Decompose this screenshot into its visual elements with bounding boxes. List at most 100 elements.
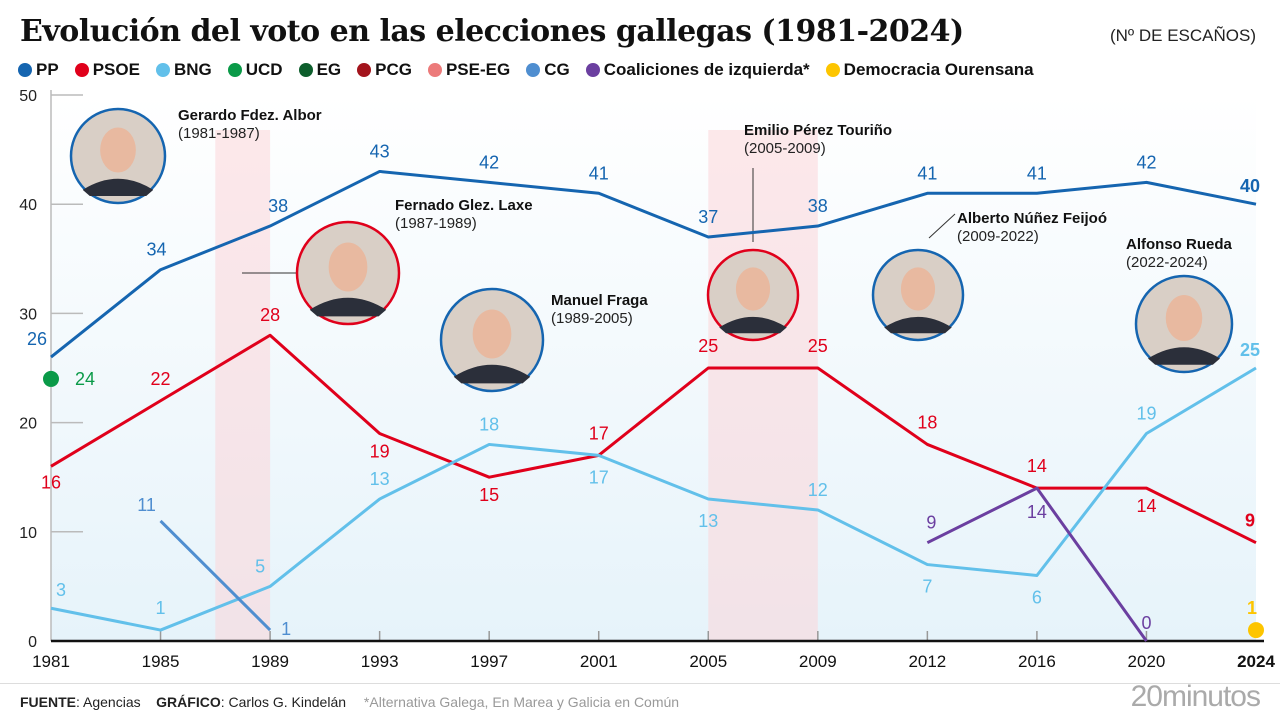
data-label: 24 bbox=[75, 369, 95, 389]
leader-photos: Gerardo Fdez. Albor(1981-1987) Fernado Gl… bbox=[69, 107, 1234, 393]
legend-label: UCD bbox=[245, 60, 283, 79]
source-label: FUENTE bbox=[20, 694, 76, 710]
y-tick-label: 30 bbox=[19, 306, 37, 323]
x-tick-label: 1989 bbox=[251, 652, 289, 671]
y-tick-label: 40 bbox=[19, 197, 37, 214]
series-cg: 111 bbox=[137, 495, 291, 639]
series-psoe: 16 22 28 19 15 17 25 25 18 14 14 9 bbox=[41, 305, 1257, 545]
legend-label: CG bbox=[544, 60, 570, 79]
data-label: 1 bbox=[1247, 598, 1257, 618]
legend-item-ucd: UCD bbox=[227, 60, 283, 80]
data-label: 14 bbox=[1027, 502, 1047, 522]
data-label: 15 bbox=[479, 485, 499, 505]
data-label: 0 bbox=[1141, 613, 1151, 633]
suit-shape bbox=[719, 316, 787, 334]
data-label: 9 bbox=[1245, 511, 1255, 531]
legend-label: BNG bbox=[173, 60, 212, 79]
face-shape bbox=[900, 267, 936, 311]
series-point bbox=[43, 370, 59, 387]
legend-swatch bbox=[155, 63, 170, 77]
legend-swatch bbox=[227, 63, 242, 77]
suit-shape bbox=[1148, 347, 1220, 365]
series-pp: 26 34 38 43 42 41 37 38 41 41 42 40 bbox=[27, 141, 1260, 359]
series-line bbox=[50, 169, 1257, 359]
suit-shape bbox=[453, 364, 531, 384]
legend-swatch bbox=[357, 63, 372, 77]
legend-item-coaliciones-de-izquierda: Coaliciones de izquierda* bbox=[585, 60, 810, 80]
x-tick-label: 1997 bbox=[470, 652, 508, 671]
data-label: 43 bbox=[370, 141, 390, 161]
legend-item-pse-eg: PSE-EG bbox=[427, 60, 510, 80]
data-label: 19 bbox=[1136, 404, 1156, 424]
data-label: 38 bbox=[268, 196, 288, 216]
data-label: 37 bbox=[698, 207, 718, 227]
data-label: 22 bbox=[151, 369, 171, 389]
leader-name: Fernado Glez. Laxe bbox=[395, 197, 533, 214]
graphic-value: : Carlos G. Kindelán bbox=[220, 694, 347, 710]
data-label: 6 bbox=[1032, 587, 1042, 607]
data-label: 18 bbox=[917, 412, 937, 432]
legend-item-democracia-ourensana: Democracia Ourensana bbox=[825, 60, 1034, 80]
data-label: 18 bbox=[479, 414, 499, 434]
series-line bbox=[926, 486, 1148, 642]
data-label: 34 bbox=[147, 240, 167, 260]
shaded-period bbox=[708, 130, 818, 641]
legend-item-cg: CG bbox=[526, 60, 570, 80]
series-line bbox=[159, 519, 272, 632]
data-label: 41 bbox=[1027, 163, 1047, 183]
x-tick-label: 1985 bbox=[142, 652, 180, 671]
graphic-label: GRÁFICO bbox=[156, 694, 221, 710]
y-tick-label: 50 bbox=[19, 88, 37, 105]
data-label: 1 bbox=[156, 598, 166, 618]
footnote: *Alternativa Galega, En Marea y Galicia … bbox=[363, 694, 680, 710]
footer-divider bbox=[0, 683, 1280, 684]
suit-shape bbox=[884, 316, 952, 334]
legend-item-pcg: PCG bbox=[357, 60, 412, 80]
x-tick-label: 2016 bbox=[1018, 652, 1056, 671]
data-label: 41 bbox=[589, 163, 609, 183]
x-tick-label: 2012 bbox=[908, 652, 946, 671]
legend-label: PP bbox=[36, 60, 59, 79]
legend-swatch bbox=[427, 63, 442, 77]
legend-item-pp: PP bbox=[18, 60, 59, 80]
data-label: 28 bbox=[260, 305, 280, 325]
x-tick-label: 2005 bbox=[689, 652, 727, 671]
legend-swatch bbox=[526, 63, 541, 77]
x-tick-label: 1981 bbox=[32, 652, 70, 671]
x-tick-label: 2020 bbox=[1128, 652, 1166, 671]
suit-shape bbox=[309, 297, 387, 317]
leader-term: (1987-1989) bbox=[395, 215, 477, 232]
face-shape bbox=[1165, 294, 1203, 342]
leader-name: Alberto Núñez Feijoó bbox=[957, 210, 1107, 227]
source-value: : Agencias bbox=[76, 694, 141, 710]
face-shape bbox=[472, 309, 512, 359]
series-democracia-ourensana: 1 bbox=[1247, 598, 1264, 639]
legend-item-psoe: PSOE bbox=[74, 60, 140, 80]
data-label: 25 bbox=[1240, 340, 1260, 360]
legend-item-bng: BNG bbox=[155, 60, 212, 80]
face-shape bbox=[328, 242, 368, 292]
data-label: 5 bbox=[255, 556, 265, 576]
leader-term: (1989-2005) bbox=[551, 310, 633, 327]
leader-name: Gerardo Fdez. Albor bbox=[178, 107, 322, 124]
data-label: 12 bbox=[808, 480, 828, 500]
y-tick-label: 10 bbox=[19, 525, 37, 542]
data-label: 41 bbox=[917, 163, 937, 183]
y-tick-label: 0 bbox=[28, 634, 37, 651]
data-label: 40 bbox=[1240, 176, 1260, 196]
legend: PP PSOE BNG UCD EG PCG PSE-EG CG Coaliciones de … bbox=[18, 60, 1034, 80]
face-shape bbox=[735, 267, 771, 311]
data-label: 7 bbox=[922, 577, 932, 597]
x-tick-label: 2024 bbox=[1237, 652, 1275, 671]
data-label: 13 bbox=[370, 469, 390, 489]
face-shape bbox=[100, 127, 136, 173]
x-tick-label: 2001 bbox=[580, 652, 618, 671]
data-label: 42 bbox=[1136, 152, 1156, 172]
legend-swatch bbox=[298, 63, 313, 77]
legend-label: EG bbox=[316, 60, 342, 79]
leader-name: Manuel Fraga bbox=[551, 292, 648, 309]
x-tick-label: 1993 bbox=[361, 652, 399, 671]
leader-term: (2022-2024) bbox=[1126, 254, 1208, 271]
